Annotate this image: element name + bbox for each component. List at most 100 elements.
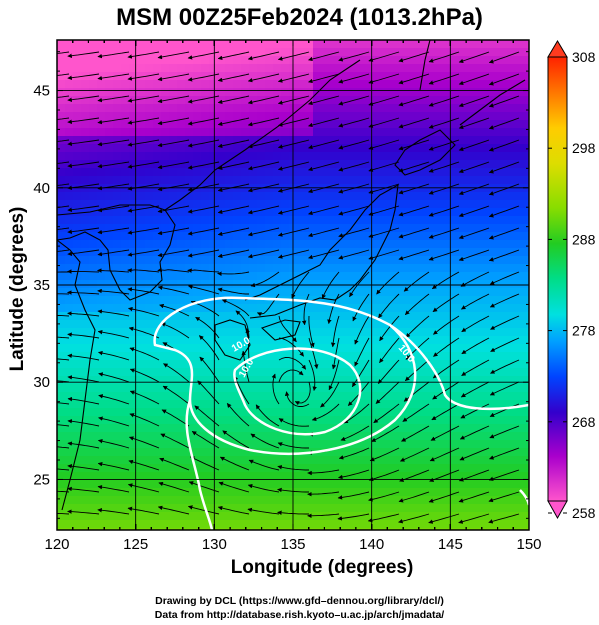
streamline bbox=[67, 73, 100, 80]
streamline bbox=[127, 506, 160, 515]
streamline bbox=[428, 117, 460, 129]
streamline bbox=[67, 441, 100, 449]
streamline bbox=[428, 513, 460, 524]
streamline bbox=[368, 139, 400, 150]
streamline bbox=[97, 95, 130, 103]
streamline bbox=[67, 396, 100, 405]
streamline bbox=[368, 249, 400, 260]
streamline bbox=[97, 462, 130, 471]
streamline bbox=[490, 359, 520, 374]
streamline bbox=[97, 227, 130, 235]
streamline bbox=[311, 403, 340, 422]
streamline bbox=[403, 381, 430, 402]
streamline bbox=[127, 183, 160, 191]
streamline bbox=[157, 505, 190, 515]
streamline bbox=[490, 337, 520, 352]
streamline bbox=[338, 227, 370, 238]
korea-coast bbox=[57, 204, 176, 301]
streamline bbox=[352, 293, 370, 322]
streamline bbox=[247, 205, 280, 215]
streamline bbox=[157, 139, 190, 148]
streamline bbox=[217, 117, 250, 126]
streamline bbox=[57, 271, 69, 273]
streamline bbox=[401, 425, 430, 442]
streamline bbox=[57, 161, 70, 164]
streamline bbox=[404, 359, 430, 382]
streamline bbox=[217, 249, 250, 258]
streamline bbox=[129, 413, 160, 427]
streamline bbox=[402, 403, 430, 422]
streamline bbox=[67, 51, 100, 58]
streamline bbox=[367, 513, 400, 523]
streamline bbox=[67, 311, 100, 317]
streamline bbox=[368, 95, 400, 106]
x-tick-label: 135 bbox=[280, 536, 305, 553]
x-tick-label: 125 bbox=[123, 536, 148, 553]
streamline bbox=[157, 73, 190, 82]
streamline bbox=[308, 117, 340, 128]
streamline bbox=[157, 51, 190, 60]
streamline bbox=[159, 303, 190, 317]
streamline bbox=[97, 249, 130, 257]
x-tick-label: 145 bbox=[438, 536, 463, 553]
streamline bbox=[217, 205, 250, 214]
streamline bbox=[57, 227, 70, 230]
japan-hokkaido bbox=[394, 129, 456, 176]
streamline bbox=[57, 380, 70, 383]
streamline bbox=[67, 332, 100, 339]
streamline bbox=[301, 293, 310, 326]
streamline bbox=[57, 205, 70, 208]
colorbar: 258 268 278 288 298 308 bbox=[547, 40, 596, 521]
streamline bbox=[489, 447, 520, 460]
streamline bbox=[195, 316, 220, 339]
streamline bbox=[277, 227, 310, 237]
streamline bbox=[162, 385, 190, 405]
streamline bbox=[217, 227, 250, 236]
streamline bbox=[338, 183, 370, 194]
streamline bbox=[127, 73, 160, 81]
streamline bbox=[375, 381, 400, 404]
streamline bbox=[308, 139, 340, 150]
streamline bbox=[127, 227, 160, 235]
streamline bbox=[338, 447, 370, 460]
streamline bbox=[308, 359, 317, 392]
streamline bbox=[338, 117, 370, 128]
streamline bbox=[376, 271, 400, 295]
streamline bbox=[458, 161, 490, 174]
streamline bbox=[399, 447, 430, 462]
streamline bbox=[337, 513, 370, 521]
streamline bbox=[127, 161, 160, 169]
streamline bbox=[127, 249, 160, 257]
streamline bbox=[57, 51, 70, 54]
streamline bbox=[429, 447, 460, 462]
streamline bbox=[157, 249, 190, 258]
streamline bbox=[187, 249, 220, 258]
streamline bbox=[489, 381, 520, 396]
streamline bbox=[199, 356, 220, 383]
white-contours bbox=[153, 296, 529, 530]
streamline bbox=[433, 337, 460, 357]
streamline bbox=[404, 293, 430, 316]
streamline bbox=[67, 375, 100, 383]
streamline bbox=[398, 513, 430, 524]
streamline bbox=[398, 73, 430, 85]
streamline bbox=[488, 513, 520, 524]
streamline bbox=[488, 95, 520, 108]
streamline bbox=[97, 329, 130, 339]
streamline bbox=[488, 205, 520, 218]
streamline bbox=[67, 139, 100, 146]
streamline bbox=[57, 73, 70, 76]
streamline bbox=[97, 139, 130, 147]
y-axis-label: Latitude (degrees) bbox=[7, 206, 28, 372]
streamline bbox=[247, 161, 280, 171]
streamline bbox=[187, 51, 220, 60]
streamline bbox=[127, 205, 160, 213]
streamline bbox=[461, 293, 490, 310]
streamline bbox=[458, 117, 490, 130]
streamline bbox=[349, 271, 370, 298]
x-tick-label: 140 bbox=[359, 536, 384, 553]
streamline bbox=[157, 183, 190, 192]
streamline bbox=[428, 183, 460, 195]
streamline bbox=[163, 363, 190, 383]
